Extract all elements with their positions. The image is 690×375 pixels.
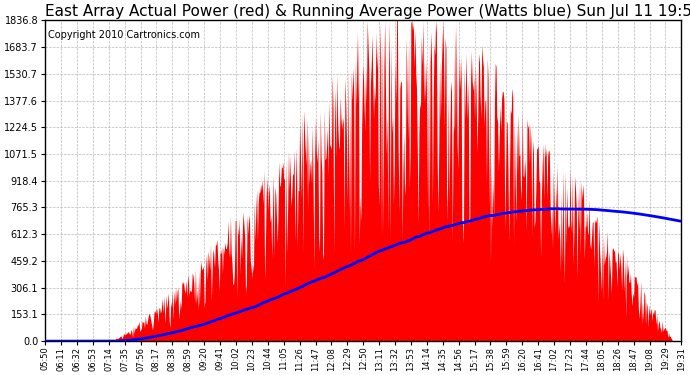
Text: East Array Actual Power (red) & Running Average Power (Watts blue) Sun Jul 11 19: East Array Actual Power (red) & Running … xyxy=(45,4,690,19)
Text: Copyright 2010 Cartronics.com: Copyright 2010 Cartronics.com xyxy=(48,30,200,40)
